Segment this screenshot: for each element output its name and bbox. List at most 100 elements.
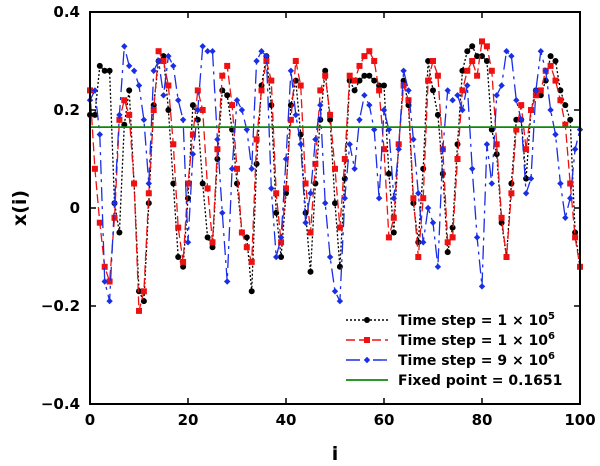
series-2-point <box>371 58 378 64</box>
series-3-point <box>557 180 564 187</box>
series-2-point <box>425 77 432 84</box>
series-3-point <box>184 239 192 246</box>
legend-swatch-marker <box>363 356 371 364</box>
series-1-point <box>160 53 167 60</box>
series-1-point <box>425 58 432 64</box>
series-3-point <box>126 62 133 70</box>
series-2-point <box>189 131 196 138</box>
series-2-point <box>131 180 138 187</box>
series-1-point <box>287 102 294 109</box>
x-tick-label-80: 80 <box>472 411 493 429</box>
series-2-point <box>204 185 211 192</box>
series-2-point <box>523 146 530 153</box>
legend-label-text: Time step = 1 × 10 <box>398 333 548 349</box>
series-3-point <box>420 239 427 246</box>
series-2-point <box>140 288 147 295</box>
series-2-point <box>322 72 329 79</box>
series-1-point <box>243 234 250 241</box>
series-2-point <box>513 126 520 133</box>
legend-label-4: Fixed point = 0.1651 <box>398 373 562 389</box>
series-2-point <box>126 111 133 118</box>
series-1-point <box>194 116 201 123</box>
series-1-point <box>175 254 182 260</box>
series-2-point <box>145 190 152 197</box>
legend-swatch-marker <box>364 317 370 323</box>
series-3-point <box>194 106 201 114</box>
series-2-point <box>449 234 456 241</box>
series-2-point <box>273 190 280 197</box>
series-2-point <box>572 234 579 241</box>
legend-label-exponent: 6 <box>548 331 555 342</box>
series-3-point <box>424 204 432 212</box>
series-3-point <box>488 180 495 187</box>
series-2-point <box>165 82 172 89</box>
series-3-point <box>562 214 569 221</box>
series-2-point <box>155 48 162 55</box>
series-3-point <box>410 136 417 143</box>
series-3-point <box>469 165 476 172</box>
series-3-point <box>356 116 363 123</box>
series-2-point <box>479 38 485 45</box>
series-3-point <box>258 48 265 55</box>
series-2-point <box>562 121 569 128</box>
series-3-point <box>415 190 422 197</box>
series-3-point <box>199 43 206 50</box>
series-1-point <box>474 53 481 60</box>
series-2-point <box>234 165 240 172</box>
series-3-point <box>145 180 152 187</box>
series-3-point <box>571 146 579 153</box>
series-1-point <box>327 116 334 123</box>
series-1-point <box>234 180 240 187</box>
series-2-point <box>332 165 338 172</box>
series-1-point <box>356 77 363 84</box>
series-2-point <box>111 214 118 221</box>
series-1-point <box>136 288 142 295</box>
series-1-point <box>170 180 177 187</box>
legend-label-exponent: 5 <box>548 311 555 322</box>
series-3-point <box>268 185 275 192</box>
series-1-point <box>537 92 544 99</box>
series-3-point <box>219 209 226 217</box>
series-1-point <box>479 53 485 60</box>
series-3-point <box>326 253 334 261</box>
series-1-point <box>459 67 466 74</box>
series-1-point <box>385 170 392 177</box>
series-2-point <box>434 72 441 79</box>
legend-swatch-marker <box>364 337 370 343</box>
series-2-point <box>366 48 373 55</box>
series-3-point <box>263 52 270 60</box>
series-2-point <box>185 180 191 187</box>
series-2-point <box>454 156 461 162</box>
series-3-point <box>351 165 358 172</box>
series-1-point <box>552 58 559 64</box>
series-3-point <box>366 101 373 109</box>
x-tick-label-40: 40 <box>276 411 297 429</box>
series-1-point <box>381 82 387 89</box>
series-3-point <box>150 67 157 74</box>
series-1-point <box>307 268 314 275</box>
series-3-point <box>302 219 309 226</box>
series-2-point <box>258 87 265 94</box>
series-1-point <box>390 229 397 236</box>
series-3-point <box>233 97 241 104</box>
series-2-point <box>508 190 515 197</box>
y-tick-label-1: −0.2 <box>41 297 80 315</box>
series-3-point <box>454 92 461 99</box>
series-2-point <box>96 219 103 226</box>
plot-series-layer <box>86 38 584 314</box>
series-3-point <box>527 175 535 182</box>
series-1-point <box>96 62 103 69</box>
series-1-point <box>224 92 231 99</box>
legend-label-3: Time step = 9 × 106 <box>398 351 555 369</box>
series-3-point <box>498 82 505 89</box>
series-2-point <box>150 107 157 113</box>
series-3-point <box>170 62 177 70</box>
series-3-point <box>449 97 456 104</box>
series-2-point <box>376 87 383 94</box>
series-1-point <box>567 116 574 123</box>
series-2-point <box>175 224 182 231</box>
series-2-point <box>243 244 250 251</box>
series-2-point <box>415 254 422 260</box>
